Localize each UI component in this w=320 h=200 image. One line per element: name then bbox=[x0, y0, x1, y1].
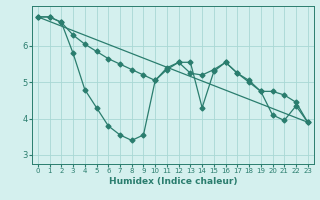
X-axis label: Humidex (Indice chaleur): Humidex (Indice chaleur) bbox=[108, 177, 237, 186]
